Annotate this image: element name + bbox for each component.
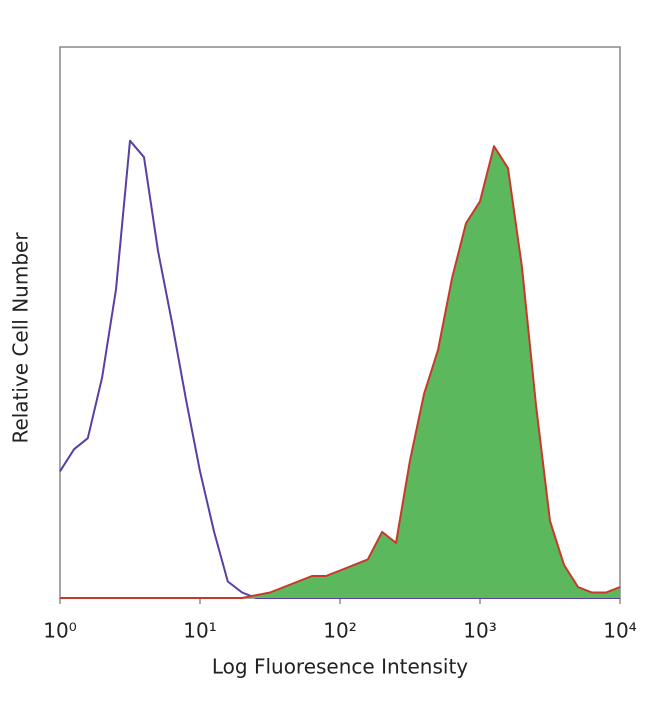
- x-tick-label: 10²: [323, 619, 356, 643]
- x-tick-label: 10⁰: [43, 619, 76, 643]
- x-axis-label: Log Fluoresence Intensity: [212, 655, 468, 679]
- x-tick-label: 10¹: [183, 619, 216, 643]
- y-axis-label: Relative Cell Number: [9, 232, 33, 444]
- x-tick-label: 10³: [463, 619, 496, 643]
- histogram-fill: [60, 146, 620, 598]
- x-tick-label: 10⁴: [603, 619, 636, 643]
- histogram-line: [60, 145, 621, 599]
